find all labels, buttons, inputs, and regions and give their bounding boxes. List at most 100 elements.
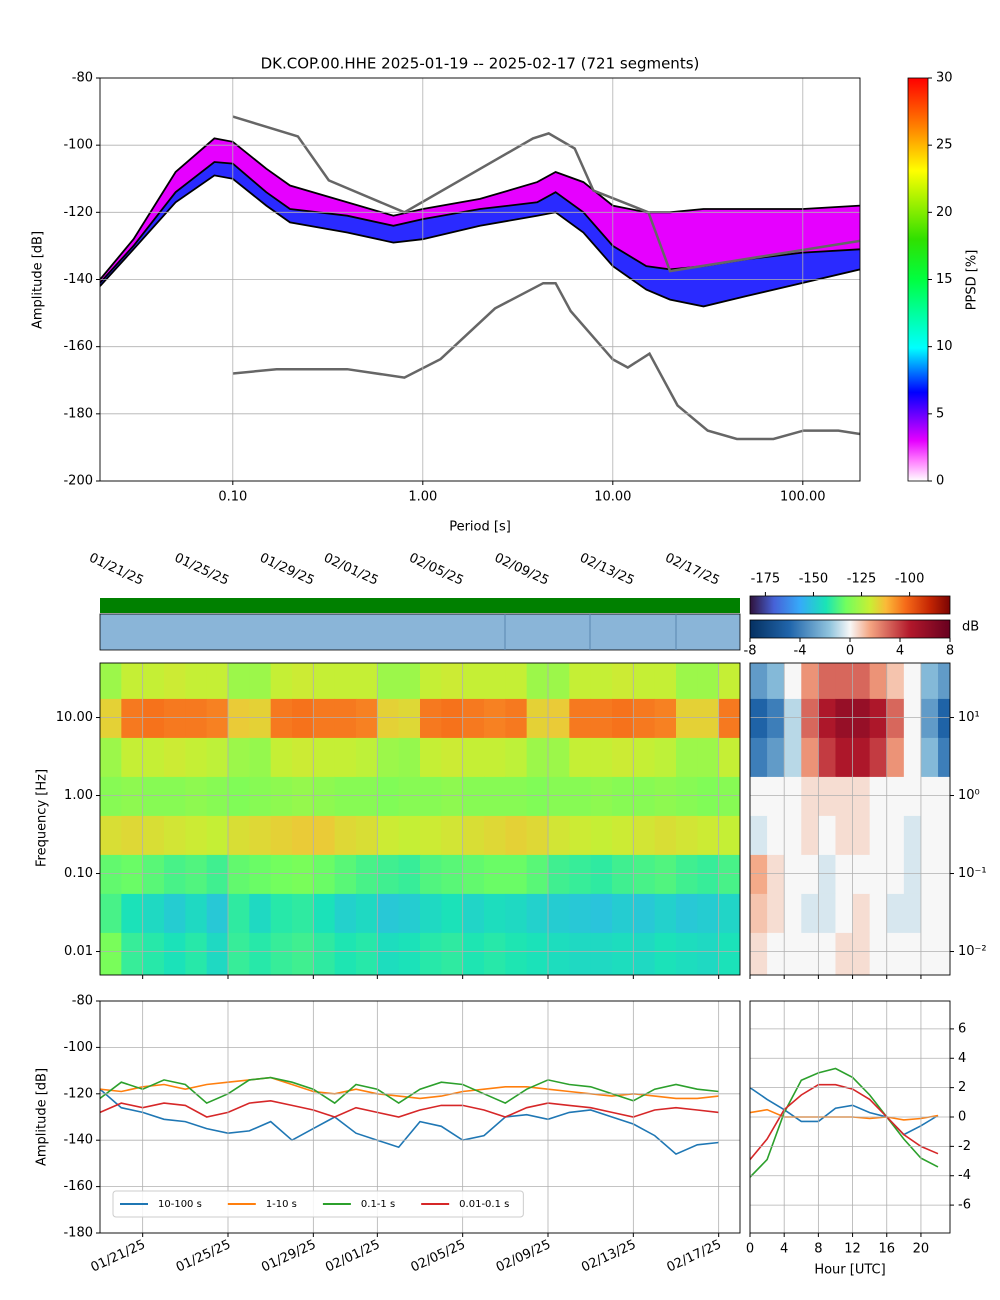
heatmap-cell [767,893,785,934]
heatmap-cell [633,893,656,934]
heatmap-cell [484,893,506,934]
heatmap-cell [377,893,400,934]
heatmap-cell [569,893,592,934]
heatmap-cell [784,776,802,817]
heatmap-cell [441,932,464,975]
heatmap-cell [249,932,272,975]
heatmap-cell [718,815,740,856]
heatmap-cell [398,893,421,934]
heatmap-cell [886,815,905,856]
heatmap-cell [121,893,144,934]
heatmap-cell [548,737,570,778]
heatmap-cell [121,698,144,739]
chart-title: DK.COP.00.HHE 2025-01-19 -- 2025-02-17 (… [261,55,700,73]
x-tick-label: 0.10 [218,490,247,505]
y-tick-label: 10⁰ [958,788,980,803]
x-tick-label: 16 [878,1242,895,1257]
colorbar-tick-label: 10 [936,339,953,354]
heatmap-cell [654,893,677,934]
colorbar-tick-label: -150 [799,572,829,587]
heatmap-cell [334,698,357,739]
heatmap-cell [270,893,293,934]
heatmap-cell [377,932,400,975]
heatmap-cell [676,737,698,778]
heatmap-cell [100,854,122,895]
heatmap-cell [484,815,506,856]
colorbar [907,77,929,482]
heatmap-cell [718,893,740,934]
heatmap-cell [313,663,336,700]
plot-frame [99,77,861,482]
plot-frame [749,1000,951,1234]
heatmap-cell [767,815,785,856]
colorbar-tick-label: -4 [794,644,807,659]
y-tick-label: 0 [958,1110,966,1125]
heatmap-cell [228,737,250,778]
heatmap-cell [654,815,677,856]
heatmap-cell [121,776,144,817]
colorbar-tick-label: -175 [751,572,781,587]
heatmap-cell [886,737,905,778]
heatmap-cell [377,776,400,817]
heatmap-cell [835,815,854,856]
heatmap-cell [612,893,634,934]
heatmap-cell [784,893,802,934]
heatmap-cell [697,776,720,817]
heatmap-cell [654,854,677,895]
data-line [100,174,860,308]
heatmap-cell [697,815,720,856]
legend-label: 0.1-1 s [361,1199,395,1210]
heatmap-cell [784,698,802,739]
heatmap-cell [185,737,208,778]
heatmap-cell [100,663,122,700]
heatmap-cell [869,815,888,856]
heatmap-cell [852,854,871,895]
heatmap-cell [334,893,357,934]
heatmap-cell [697,663,720,700]
heatmap-cell [462,663,485,700]
heatmap-cell [185,854,208,895]
heatmap-cell [398,854,421,895]
heatmap-cell [767,698,785,739]
heatmap-cell [334,932,357,975]
heatmap-cell [420,932,442,975]
heatmap-cell [292,893,314,934]
y-tick-label: -80 [72,71,93,86]
heatmap-cell [548,663,570,700]
heatmap-cell [697,893,720,934]
heatmap-cell [206,932,229,975]
heatmap-cell [750,932,768,975]
heatmap-cell [801,698,819,739]
heatmap-cell [886,854,905,895]
heatmap-cell [526,815,549,856]
heatmap-cell [334,815,357,856]
x-tick-label: 1.00 [408,490,437,505]
heatmap-cell [886,663,905,700]
heatmap-cell [903,932,922,975]
heatmap-cell [569,815,592,856]
heatmap-cell [548,932,570,975]
heatmap-cell [462,776,485,817]
heatmap-cell [206,663,229,700]
heatmap-cell [548,893,570,934]
heatmap-cell [633,776,656,817]
y-tick-label: -180 [63,406,93,421]
heatmap-cell [938,737,950,778]
x-tick-label: 4 [780,1242,788,1257]
heatmap-cell [920,932,939,975]
y-tick-label: -160 [63,339,93,354]
heatmap-cell [313,698,336,739]
heatmap-cell [462,854,485,895]
heatmap-cell [869,893,888,934]
heatmap-cell [835,776,854,817]
colorbar-tick-label: -125 [847,572,877,587]
heatmap-cell [612,698,634,739]
heatmap-cell [334,737,357,778]
heatmap-cell [270,854,293,895]
heatmap-cell [548,854,570,895]
heatmap-cell [249,815,272,856]
y-tick-label: -140 [63,1133,93,1148]
heatmap-cell [590,815,613,856]
heatmap-cell [142,698,165,739]
heatmap-cell [484,737,506,778]
